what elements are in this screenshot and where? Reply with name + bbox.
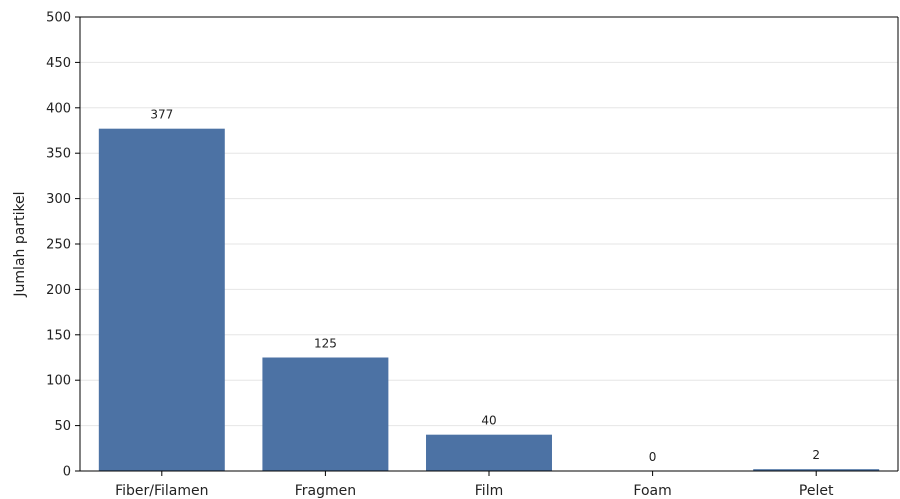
y-tick-label: 500 <box>46 11 71 26</box>
data-label: 2 <box>812 448 820 462</box>
y-tick-label: 200 <box>46 283 71 298</box>
x-tick-label: Pelet <box>799 483 834 499</box>
bars <box>98 128 880 471</box>
x-axis-ticks: Fiber/Filamen Fragmen Film Foam Pelet <box>115 471 834 499</box>
x-tick-label: Fiber/Filamen <box>115 483 208 499</box>
y-tick-label: 150 <box>46 328 71 343</box>
x-tick-label: Foam <box>633 483 671 499</box>
bar <box>753 469 880 471</box>
data-label: 40 <box>481 414 496 428</box>
y-tick-label: 100 <box>46 374 71 389</box>
data-label: 125 <box>314 337 337 351</box>
bar <box>262 357 389 471</box>
y-tick-label: 0 <box>63 465 71 480</box>
y-tick-label: 350 <box>46 147 71 162</box>
data-label: 377 <box>150 108 173 122</box>
data-label: 0 <box>649 450 657 464</box>
y-tick-label: 250 <box>46 238 71 253</box>
y-axis-ticks: 0 50 100 150 200 250 300 350 400 450 500 <box>46 11 80 480</box>
y-tick-label: 300 <box>46 192 71 207</box>
y-tick-label: 50 <box>54 419 71 434</box>
bar <box>426 434 552 471</box>
y-tick-label: 400 <box>46 101 71 116</box>
x-tick-label: Film <box>475 483 503 499</box>
y-axis-title: Jumlah partikel <box>12 191 28 297</box>
y-tick-label: 450 <box>46 56 71 71</box>
x-tick-label: Fragmen <box>295 483 356 499</box>
bar <box>98 128 225 471</box>
data-labels: 377 125 40 0 2 <box>150 108 820 464</box>
